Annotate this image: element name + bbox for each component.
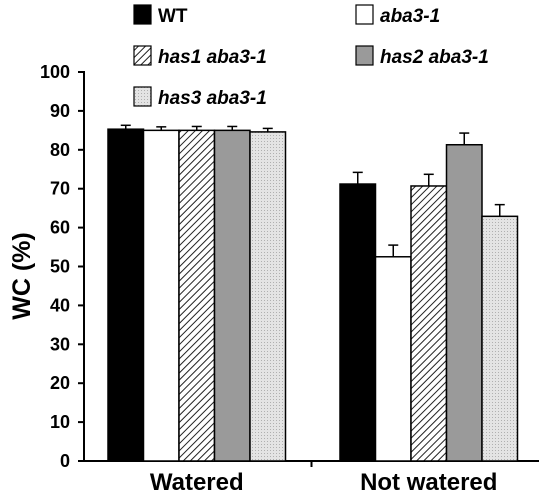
legend-entry-label: has2 aba3-1	[380, 47, 489, 68]
bar	[142, 129, 180, 462]
bar	[249, 131, 287, 462]
legend: WT aba3-1 has1 aba3-1 has2 aba3-1 has3 aba3-…	[133, 4, 489, 109]
bars	[107, 124, 519, 462]
bar	[213, 129, 251, 462]
x-category-label: Watered	[150, 469, 244, 496]
bar	[410, 185, 448, 462]
y-tick-label: 20	[50, 373, 70, 393]
legend-swatch	[355, 45, 374, 66]
y-tick-label: 90	[50, 101, 70, 121]
y-tick-label: 80	[50, 140, 70, 160]
legend-entry-label: WT	[158, 6, 188, 27]
legend-swatch	[133, 45, 152, 66]
bar	[445, 143, 483, 462]
y-tick-label: 30	[50, 334, 70, 354]
bar	[481, 215, 519, 462]
legend-entry-label: has3 aba3-1	[158, 88, 267, 109]
bar	[339, 183, 377, 462]
legend-swatch	[133, 86, 152, 107]
x-axis: Watered Not watered	[84, 460, 539, 496]
legend-swatch	[355, 4, 374, 25]
y-axis-label: WC (%)	[8, 232, 36, 319]
bar	[374, 256, 412, 462]
y-tick-label: 0	[60, 451, 70, 471]
y-tick-label: 70	[50, 179, 70, 199]
x-category-label: Not watered	[360, 469, 497, 496]
legend-swatch	[133, 4, 152, 25]
bar	[178, 129, 216, 462]
legend-entry-label: has1 aba3-1	[158, 47, 267, 68]
y-tick-label: 60	[50, 218, 70, 238]
legend-entry-label: aba3-1	[380, 6, 440, 27]
y-tick-label: 100	[40, 62, 70, 82]
bar	[107, 128, 145, 462]
y-tick-label: 40	[50, 295, 70, 315]
y-tick-label: 10	[50, 412, 70, 432]
y-tick-label: 50	[50, 257, 70, 277]
y-axis: 0 10 20 30 40 50 60 70 80 90 100	[40, 62, 85, 471]
